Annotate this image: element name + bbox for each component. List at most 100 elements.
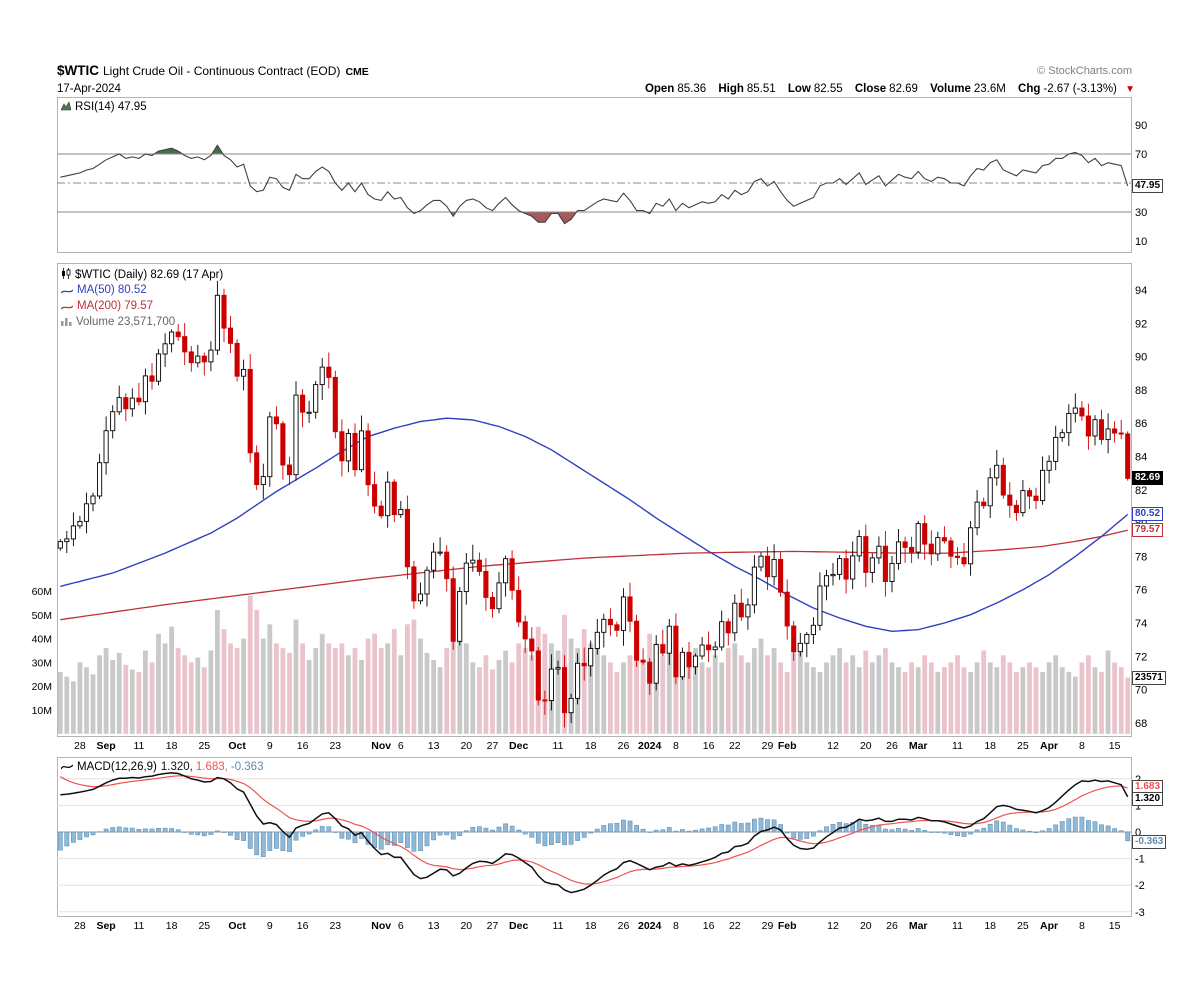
volume-bar <box>129 669 135 734</box>
axis-tick-label: 72 <box>1135 651 1147 663</box>
macd-histogram-bar <box>994 820 1000 833</box>
candle-body <box>653 644 659 684</box>
volume-bar <box>195 657 201 734</box>
x-tick-Mar: Mar <box>908 740 928 752</box>
x-tick-16: 16 <box>296 740 309 752</box>
candle-body <box>267 416 273 478</box>
macd-histogram-bar <box>542 831 548 847</box>
candle-body <box>450 578 456 642</box>
volume-bar <box>725 648 731 734</box>
volume-bar <box>136 671 142 734</box>
volume-bar <box>843 662 849 734</box>
volume-bar <box>830 655 836 734</box>
candle-body <box>902 541 908 548</box>
candle-body <box>738 602 744 618</box>
x-tick-18: 18 <box>584 740 597 752</box>
candle-body <box>778 558 784 593</box>
x-tick-26: 26 <box>617 920 630 932</box>
macd-line-icon <box>60 762 74 774</box>
volume-bar <box>509 662 515 734</box>
change-value: -2.67 (-3.13%) <box>1043 83 1117 95</box>
volume-bar <box>758 638 764 734</box>
macd-histogram-bar <box>169 828 174 833</box>
volume-bar <box>169 626 174 734</box>
ma200-value-box: 79.57 <box>1132 523 1164 538</box>
x-tick-25: 25 <box>1017 740 1029 752</box>
candle-body <box>745 604 751 618</box>
candle-body <box>83 503 90 522</box>
volume-bar <box>1020 667 1026 734</box>
volume-bar <box>896 667 901 734</box>
macd-histogram-bar <box>732 821 738 833</box>
macd-histogram-bar <box>463 830 469 833</box>
candle-body <box>1026 490 1033 497</box>
x-tick-23: 23 <box>329 740 342 752</box>
volume-bar <box>1053 655 1059 734</box>
x-tick-Dec: Dec <box>509 920 529 932</box>
volume-bar <box>418 638 423 734</box>
macd-histogram-bar <box>699 828 705 833</box>
macd-histogram <box>57 816 1131 857</box>
macd-histogram-bar <box>437 831 443 836</box>
candle-body <box>725 621 731 634</box>
candle-body <box>254 452 260 486</box>
volume-bar <box>686 655 692 734</box>
macd-histogram-bar <box>103 828 109 833</box>
axis-tick-label: 86 <box>1135 418 1147 430</box>
macd-histogram-bar <box>228 831 233 836</box>
x-tick-15: 15 <box>1108 740 1121 752</box>
candle-body <box>719 621 725 648</box>
volume-bar <box>84 667 89 734</box>
chart-title: Light Crude Oil - Continuous Contract (E… <box>103 64 341 78</box>
change-label: Chg <box>1018 83 1041 95</box>
candle-body <box>273 416 279 425</box>
volume-bar <box>765 655 770 734</box>
volume-bar <box>987 662 993 734</box>
candle-body <box>241 368 247 377</box>
candle-body <box>155 353 162 382</box>
last-price-box: 82.69 <box>1132 471 1164 486</box>
macd-histogram-bar <box>300 831 305 837</box>
macd-histogram-bar <box>470 827 476 833</box>
x-tick-26: 26 <box>886 740 898 752</box>
volume-bar <box>627 655 633 734</box>
x-tick-12: 12 <box>827 920 839 932</box>
axis-tick-label: 10M <box>32 705 52 717</box>
macd-histogram-bar <box>686 830 692 833</box>
volume-bar <box>503 650 508 734</box>
candle-body <box>463 562 469 593</box>
axis-tick-label: 74 <box>1135 618 1147 630</box>
candle-body <box>70 525 76 540</box>
candle-body <box>869 557 875 573</box>
x-tick-25: 25 <box>198 740 211 752</box>
volume-bar <box>922 655 928 734</box>
macd-histogram-bar <box>143 828 148 833</box>
macd-histogram-bar <box>968 831 973 835</box>
candle-body <box>424 569 430 595</box>
macd-histogram-bar <box>444 831 450 836</box>
macd-histogram-bar <box>1027 830 1032 833</box>
candle-body <box>437 551 443 554</box>
candle-body <box>1040 469 1046 502</box>
candle-body <box>332 376 338 433</box>
macd-histogram-bar <box>751 818 757 833</box>
axis-tick-label: 40M <box>32 634 52 646</box>
x-axis-macd: 28 Sep 11 18 25 Oct 9 16 23 Nov 6 13 20 27 Dec 11 18 26 20… <box>0 920 1192 934</box>
volume-bar <box>706 667 711 734</box>
candle-body <box>136 397 142 403</box>
volume-bar <box>863 650 869 734</box>
macd-histogram-bar <box>418 831 423 851</box>
volume-bar <box>699 662 705 734</box>
macd-histogram-bar <box>1105 825 1111 833</box>
candle-body <box>470 559 476 564</box>
volume-bar <box>673 662 679 734</box>
candle-body <box>673 625 679 678</box>
candle-body <box>594 631 600 649</box>
macd-histogram-bar <box>529 831 535 838</box>
axis-tick-label: 94 <box>1135 285 1147 297</box>
volume-bar <box>1092 667 1098 734</box>
volume-bar <box>97 655 102 734</box>
candle-body <box>797 642 803 653</box>
candle-body <box>1007 494 1013 506</box>
volume-bar <box>1112 662 1117 734</box>
